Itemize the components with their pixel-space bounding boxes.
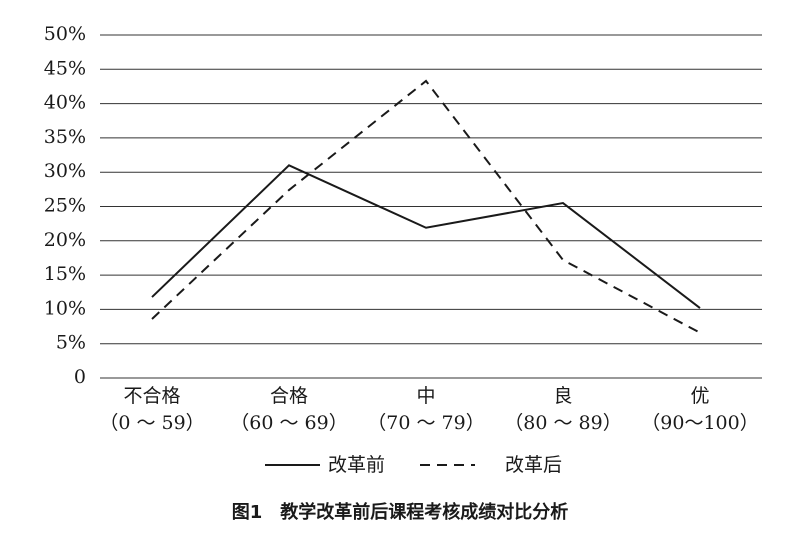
y-tick-label: 45% [44, 57, 86, 79]
y-tick-label: 25% [44, 195, 86, 217]
x-tick-sublabel: （80 ～ 89） [504, 412, 621, 434]
y-tick-label: 40% [44, 92, 86, 114]
x-tick-sublabel: （90～100） [641, 412, 758, 434]
legend-label: 改革后 [505, 454, 562, 476]
x-tick-label: 合格 [270, 385, 308, 407]
y-tick-label: 50% [44, 23, 86, 45]
x-tick-label: 良 [553, 385, 572, 407]
y-tick-label: 20% [44, 229, 86, 251]
legend-label: 改革前 [328, 454, 385, 476]
x-tick-label: 中 [416, 385, 435, 407]
x-tick-label: 不合格 [123, 385, 180, 407]
series-line [151, 164, 701, 309]
series-line [151, 79, 701, 334]
x-tick-sublabel: （0 ～ 59） [99, 412, 204, 434]
x-tick-sublabel: （60 ～ 69） [230, 412, 347, 434]
y-tick-label: 5% [56, 332, 86, 354]
y-tick-label: 30% [44, 160, 86, 182]
chart-caption: 图1 教学改革前后课程考核成绩对比分析 [232, 501, 569, 523]
x-tick-label: 优 [690, 385, 709, 407]
y-tick-label: 35% [44, 126, 86, 148]
y-tick-label: 15% [44, 263, 86, 285]
y-tick-label: 0 [74, 366, 86, 388]
y-tick-label: 10% [44, 297, 86, 319]
x-tick-sublabel: （70 ～ 79） [367, 412, 484, 434]
